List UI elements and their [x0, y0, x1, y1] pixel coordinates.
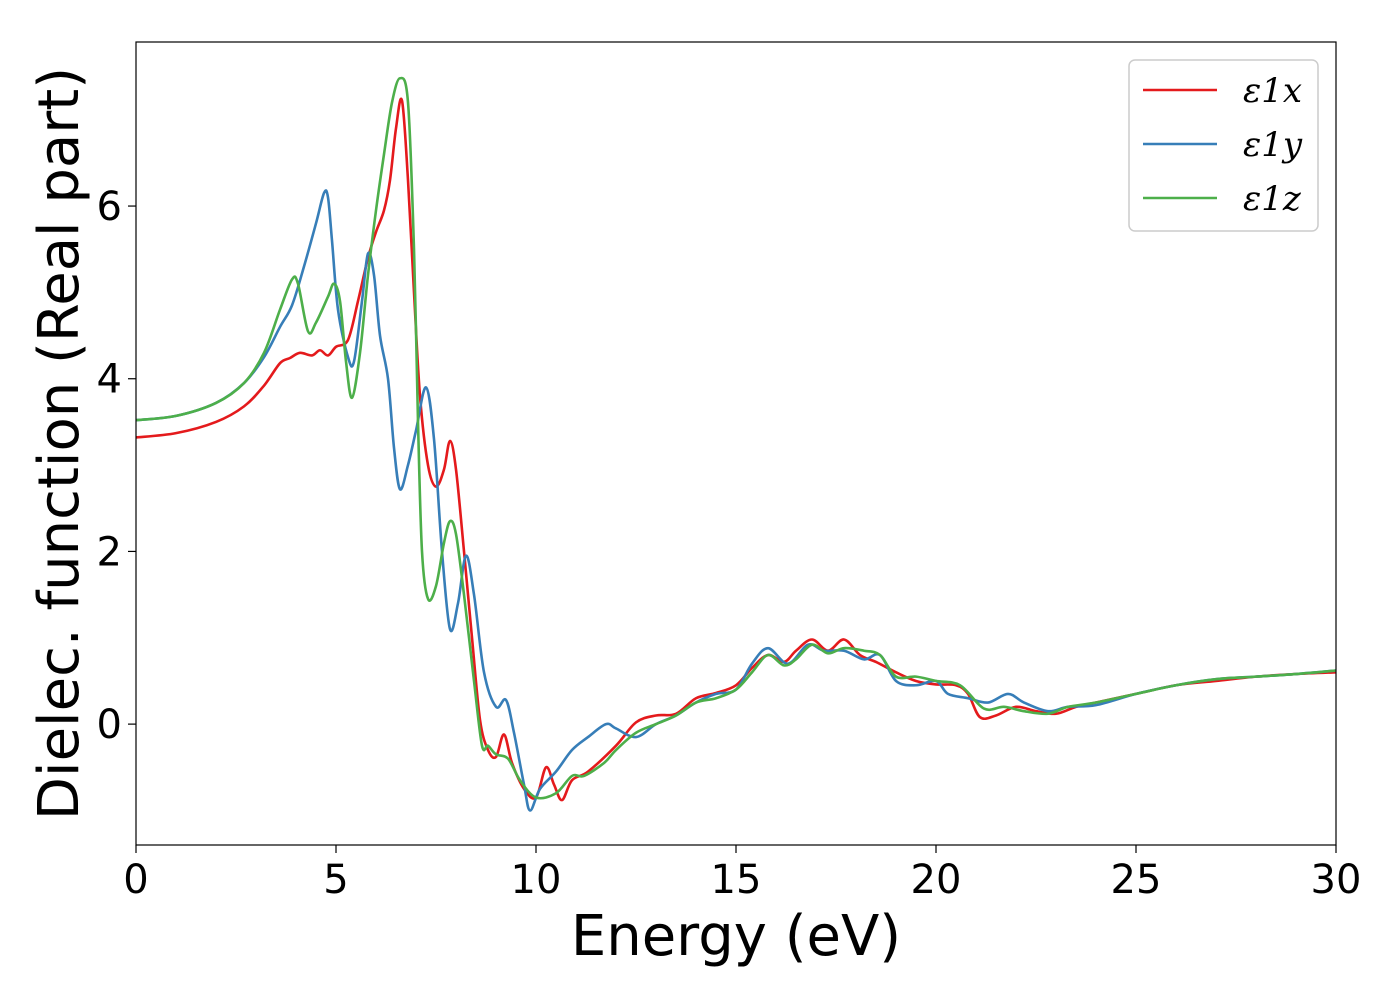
x-tick-label: 10: [511, 857, 562, 903]
y-tick-label: 0: [97, 702, 122, 748]
x-axis: 0 5 10 15 20 25 30: [123, 845, 1361, 903]
x-tick-label: 15: [711, 857, 762, 903]
x-tick-label: 25: [1111, 857, 1162, 903]
y-tick-label: 4: [97, 357, 122, 403]
x-tick-label: 30: [1311, 857, 1362, 903]
x-axis-label: Energy (eV): [571, 904, 901, 969]
legend: ε1x ε1y ε1z: [1128, 59, 1319, 232]
x-tick-label: 20: [911, 857, 962, 903]
series-line-3: [136, 76, 1336, 800]
legend-label-2: ε1y: [1243, 125, 1303, 165]
x-tick-label: 5: [323, 857, 348, 903]
series-layer: [136, 76, 1336, 812]
legend-label-1: ε1x: [1243, 71, 1302, 111]
y-tick-label: 6: [97, 184, 122, 230]
series-line-2: [136, 189, 1336, 812]
x-tick-label: 0: [123, 857, 148, 903]
y-axis: 0 2 4 6: [97, 184, 136, 748]
y-axis-label: Dielec. function (Real part): [27, 67, 92, 820]
legend-box: [1128, 59, 1319, 232]
y-tick-label: 2: [97, 529, 122, 575]
legend-label-3: ε1z: [1243, 179, 1302, 219]
